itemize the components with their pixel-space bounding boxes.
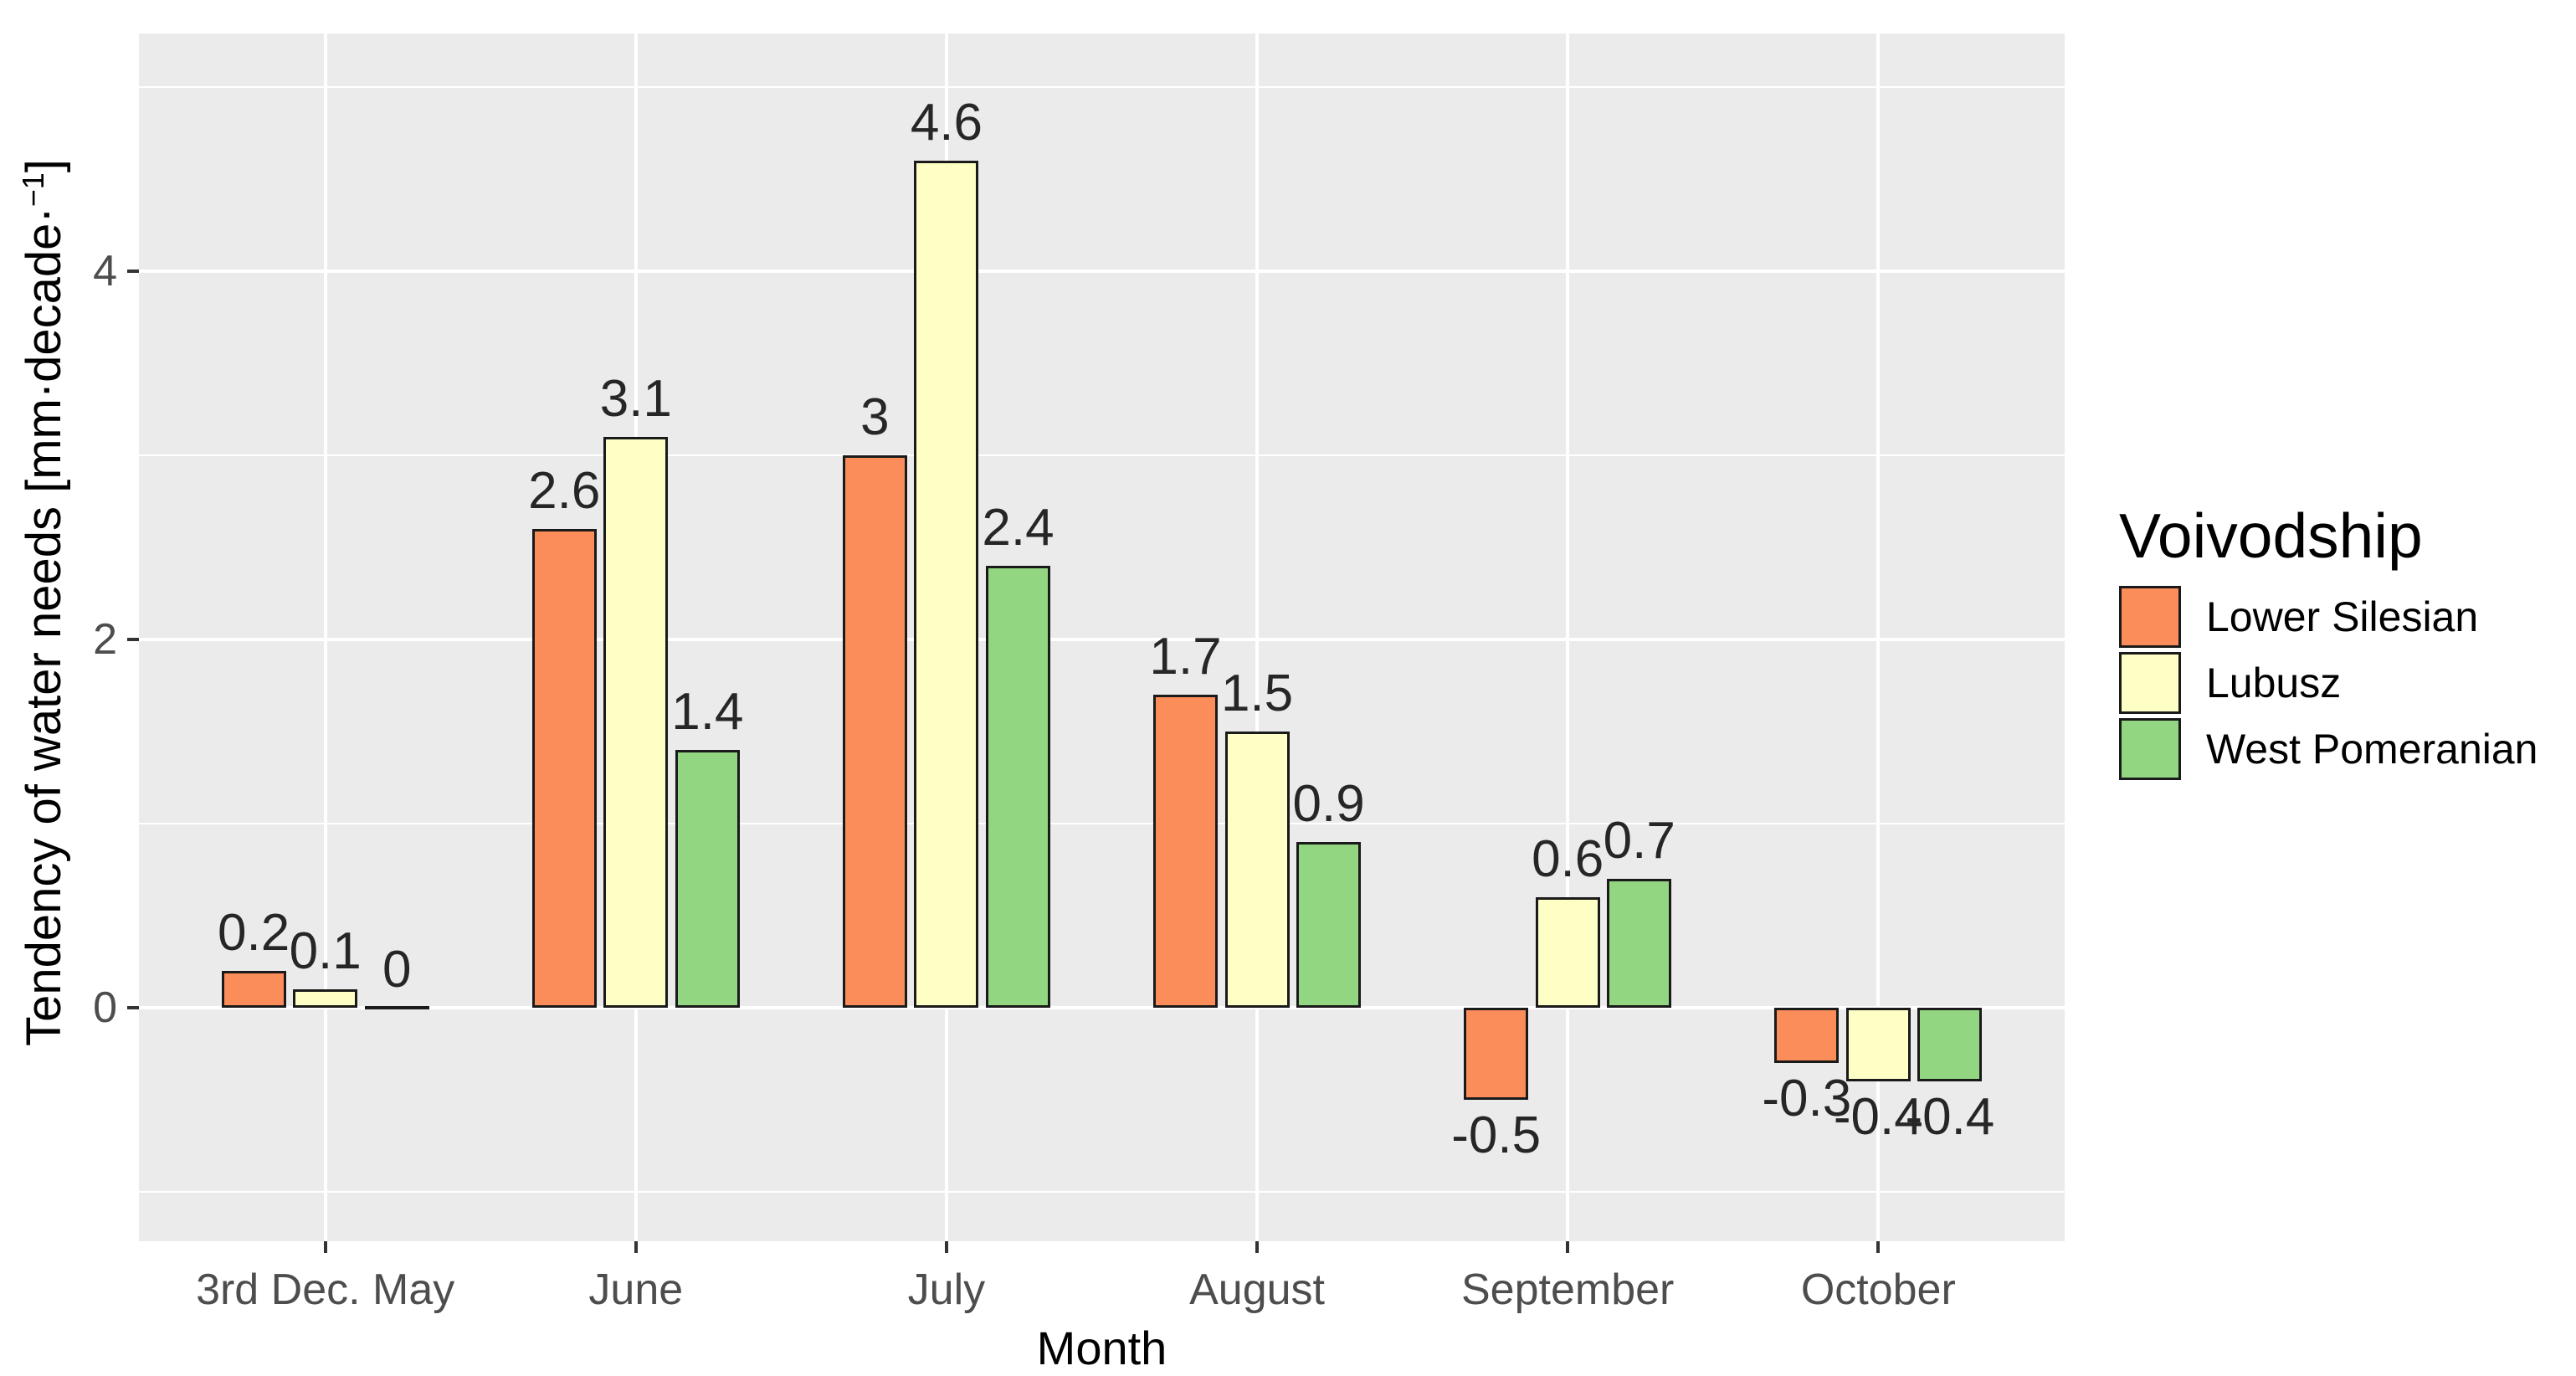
bar-value-label: 4.6 <box>910 93 983 151</box>
bar-value-label: 3.1 <box>599 369 672 428</box>
gridline-major-y <box>139 1005 2065 1009</box>
bar-value-label: 0 <box>382 940 412 999</box>
x-axis-title: Month <box>1036 1322 1167 1374</box>
bar <box>293 988 358 1008</box>
x-tick-label: August <box>1189 1266 1325 1314</box>
bar-value-label: 3 <box>860 388 890 446</box>
bar-value-label: 0.7 <box>1603 811 1675 870</box>
bar <box>1845 1007 1911 1081</box>
legend-label: Lower Silesian <box>2206 593 2479 640</box>
bar <box>1296 841 1362 1008</box>
legend-title: Voivodship <box>2119 501 2423 571</box>
x-tick-mark <box>323 1241 327 1253</box>
x-tick-label: September <box>1461 1266 1675 1314</box>
bar-value-label: -0.5 <box>1451 1106 1542 1164</box>
bar-value-label: 0.9 <box>1292 774 1365 833</box>
bar-value-label: -0.4 <box>1905 1087 1995 1146</box>
x-tick-label: June <box>588 1266 684 1314</box>
gridline-major-x <box>1566 33 1570 1241</box>
gridline-major-y <box>139 269 2065 273</box>
bar <box>531 528 597 1008</box>
bar-value-label: 0.1 <box>289 922 362 980</box>
gridline-major-x <box>1255 33 1260 1241</box>
bar-value-label: 2.4 <box>982 498 1055 557</box>
bar <box>1774 1007 1840 1063</box>
gridline-minor-y <box>139 85 2065 88</box>
x-tick-mark <box>634 1241 638 1253</box>
bar-value-label: 2.6 <box>528 461 601 520</box>
bar <box>914 160 979 1008</box>
bar-value-label: 1.5 <box>1220 664 1294 722</box>
gridline-major-x <box>323 33 327 1241</box>
bar <box>364 1005 429 1009</box>
y-tick-label: 0 <box>93 983 117 1032</box>
bar <box>221 970 286 1008</box>
bar <box>1464 1007 1529 1100</box>
x-tick-mark <box>1876 1241 1881 1253</box>
y-tick-mark <box>127 637 139 641</box>
x-tick-mark <box>1255 1241 1260 1253</box>
legend-label: West Pomeranian <box>2206 726 2538 773</box>
y-tick-mark <box>127 1005 139 1009</box>
legend-key-swatch <box>2119 586 2181 648</box>
y-axis-title-superscript: −1 <box>15 172 50 207</box>
bar <box>985 565 1050 1008</box>
bar-value-label: -0.3 <box>1762 1069 1852 1127</box>
gridline-major-x <box>1876 33 1881 1241</box>
legend-label: Lubusz <box>2206 660 2342 706</box>
bar-value-label: 1.7 <box>1149 627 1222 685</box>
bar <box>675 749 740 1008</box>
legend-item: Lower Silesian <box>2119 586 2538 648</box>
bar-value-label: 0.2 <box>218 903 290 962</box>
legend-item: Lubusz <box>2119 652 2538 714</box>
bar-value-label: -0.4 <box>1833 1087 1923 1146</box>
plot-panel <box>139 33 2065 1241</box>
bar <box>1535 896 1600 1008</box>
x-tick-label: July <box>907 1266 986 1314</box>
y-tick-label: 4 <box>93 246 117 295</box>
x-tick-label: 3rd Dec. May <box>196 1266 455 1314</box>
bar-value-label: 1.4 <box>671 682 744 741</box>
legend-key-swatch <box>2119 652 2181 714</box>
y-axis-title-suffix: ] <box>17 158 72 172</box>
x-tick-mark <box>944 1241 948 1253</box>
bar <box>1153 694 1218 1008</box>
gridline-minor-y <box>139 822 2065 824</box>
gridline-minor-y <box>139 454 2065 456</box>
bar <box>842 454 907 1008</box>
bar <box>1607 878 1672 1008</box>
legend-key-swatch <box>2119 718 2181 780</box>
bar <box>1917 1007 1983 1081</box>
bar <box>1224 731 1290 1008</box>
x-tick-label: October <box>1800 1266 1956 1314</box>
bar-value-label: 0.6 <box>1532 829 1604 888</box>
legend-item: West Pomeranian <box>2119 718 2538 780</box>
y-tick-label: 2 <box>93 614 117 664</box>
bar <box>603 436 669 1008</box>
x-tick-mark <box>1566 1241 1570 1253</box>
gridline-major-y <box>139 637 2065 641</box>
y-tick-mark <box>127 269 139 273</box>
legend: Voivodship Lower Silesian Lubusz West Pome… <box>2119 505 2538 784</box>
gridline-minor-y <box>139 1190 2065 1193</box>
